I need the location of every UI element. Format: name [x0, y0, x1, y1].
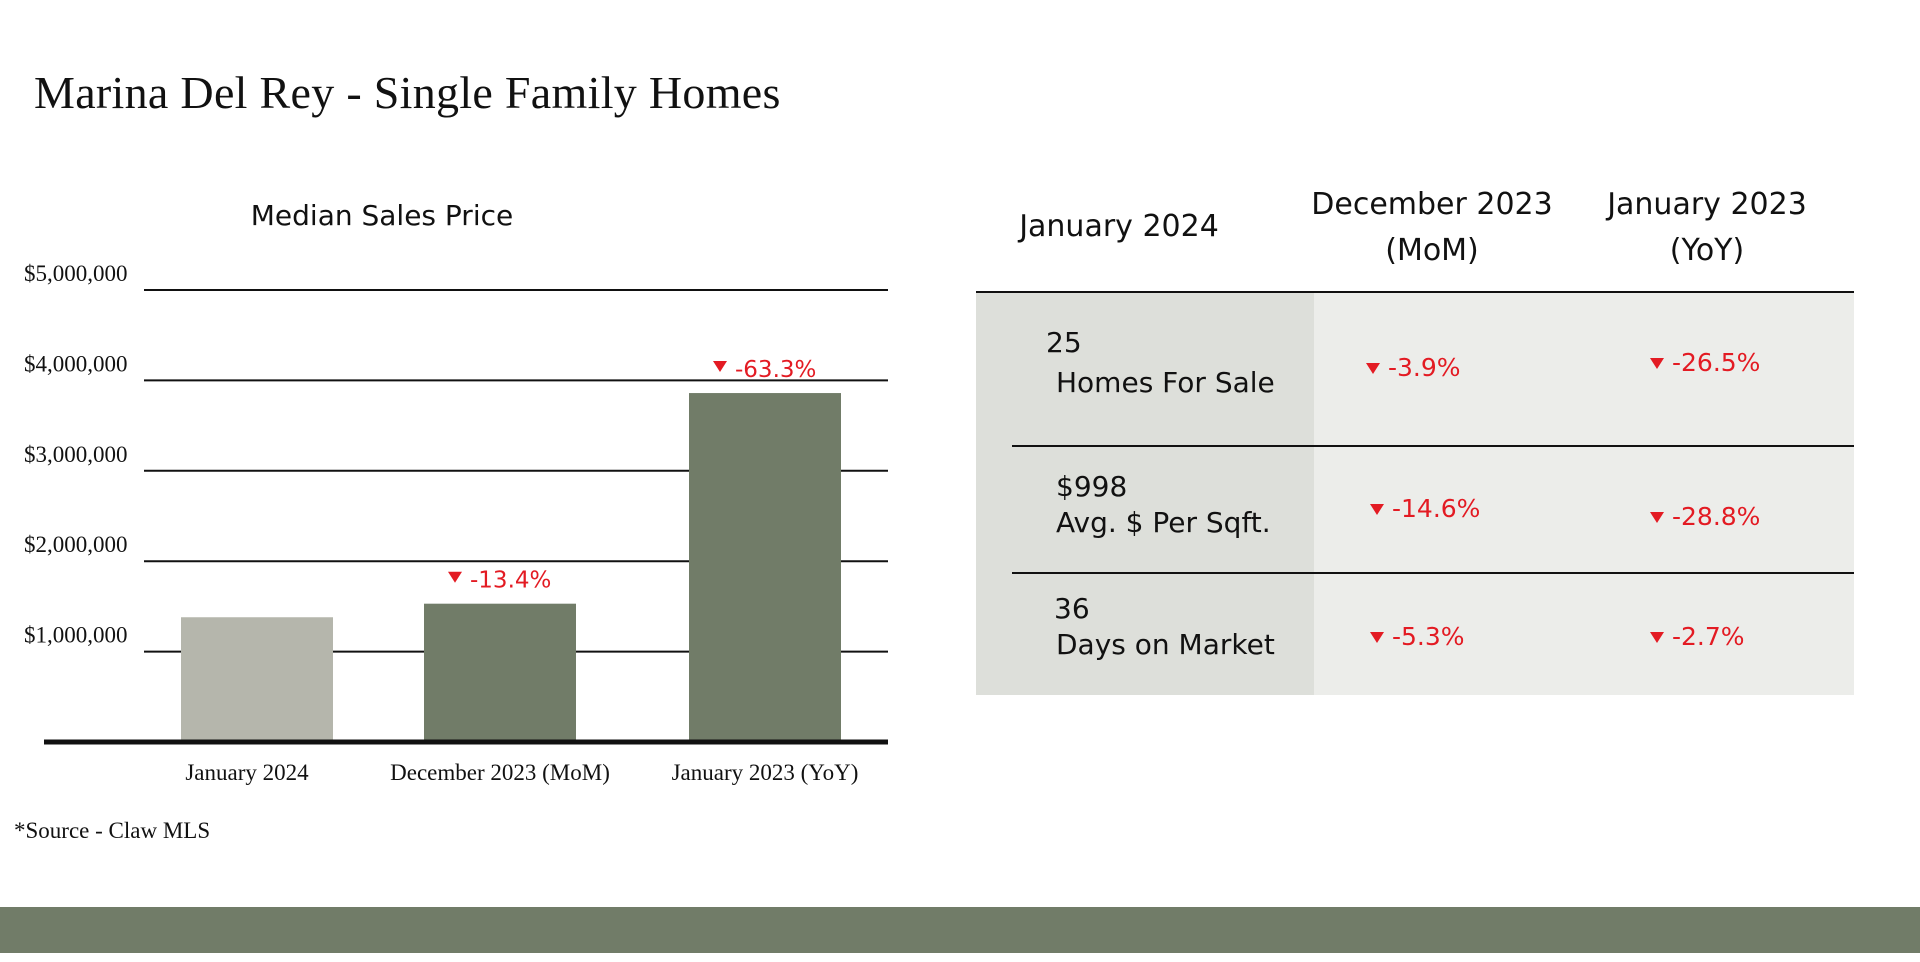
header-december-2023: December 2023 (MoM)	[1311, 187, 1553, 268]
homes-for-sale-value: 25	[1046, 326, 1082, 359]
down-triangle-icon	[1370, 503, 1384, 515]
down-triangle-icon	[1650, 511, 1664, 523]
y-tick-label: $3,000,000	[24, 442, 128, 467]
y-tick-label: $2,000,000	[24, 532, 128, 557]
down-triangle-icon	[448, 571, 462, 583]
header-january-2024: January 2024	[1019, 209, 1219, 244]
down-triangle-icon	[713, 361, 727, 373]
bar	[689, 393, 841, 742]
y-tick-label: $5,000,000	[24, 261, 128, 286]
header-january-2023: January 2023 (YoY)	[1607, 187, 1807, 268]
header-rule	[976, 291, 1854, 293]
median-sales-price-chart: Median Sales Price $1,000,000 $2,000,000 $3…	[24, 199, 888, 785]
bar	[181, 617, 333, 742]
homes-for-sale-yoy: -26.5%	[1650, 348, 1760, 377]
col-bg-yoy	[1560, 292, 1854, 695]
row-rule-2	[1012, 572, 1854, 574]
homes-for-sale-mom: -3.9%	[1366, 353, 1461, 382]
col-bg-current	[976, 292, 1314, 695]
price-per-sqft-label: Avg. $ Per Sqft.	[1056, 506, 1271, 539]
footer-band	[0, 907, 1920, 953]
days-on-market-label: Days on Market	[1056, 628, 1275, 661]
row-rule-1	[1012, 445, 1854, 447]
chart-title: Median Sales Price	[251, 199, 513, 232]
down-triangle-icon	[1650, 631, 1664, 643]
stats-table: January 2024 December 2023 (MoM) January…	[976, 180, 1854, 695]
y-tick-label: $4,000,000	[24, 351, 128, 376]
data-label: -13.4%	[470, 568, 551, 594]
price-per-sqft-yoy: -28.8%	[1650, 502, 1760, 531]
homes-for-sale-label: Homes For Sale	[1056, 366, 1275, 399]
bar	[424, 603, 576, 742]
price-per-sqft-value: $998	[1056, 470, 1128, 503]
x-tick-label: January 2023 (YoY)	[672, 760, 859, 785]
down-triangle-icon	[1366, 362, 1380, 374]
data-label: -63.3%	[735, 357, 816, 383]
col-bg-mom	[1314, 292, 1560, 695]
down-triangle-icon	[1650, 357, 1664, 369]
page-title: Marina Del Rey - Single Family Homes	[34, 67, 781, 118]
source-note: *Source - Claw MLS	[14, 818, 211, 843]
days-on-market-value: 36	[1054, 592, 1090, 625]
days-on-market-yoy: -2.7%	[1650, 622, 1745, 651]
down-triangle-icon	[1370, 631, 1384, 643]
days-on-market-mom: -5.3%	[1370, 622, 1465, 651]
x-tick-label: December 2023 (MoM)	[390, 760, 610, 785]
y-tick-label: $1,000,000	[24, 623, 128, 648]
x-tick-label: January 2024	[185, 760, 309, 785]
price-per-sqft-mom: -14.6%	[1370, 494, 1480, 523]
